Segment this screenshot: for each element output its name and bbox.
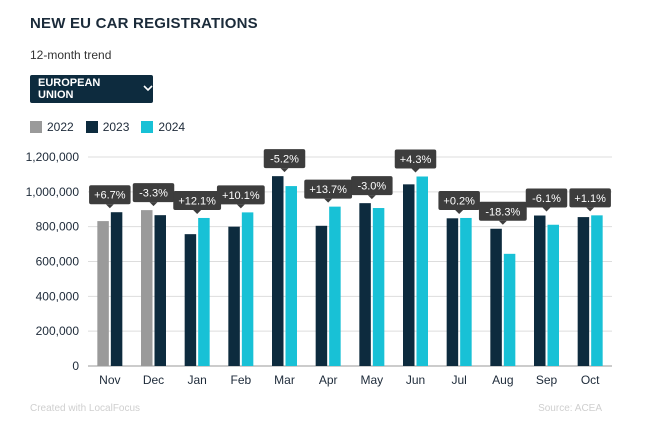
y-tick-label: 1,000,000 (26, 185, 80, 199)
footer-credit: Created with LocalFocus (30, 403, 141, 414)
x-tick-label: Nov (99, 373, 120, 387)
change-label-box (394, 149, 437, 169)
change-label-pointer (586, 207, 595, 212)
bar-2023-dec (154, 215, 166, 366)
bar-2024-apr (329, 206, 341, 366)
y-tick-label: 600,000 (36, 255, 80, 269)
bar-2024-aug (503, 253, 516, 366)
change-label-box (351, 176, 393, 196)
bar-2023-may (359, 203, 371, 366)
bar-2024-sep (547, 224, 559, 366)
change-label-box (478, 201, 527, 221)
bar-2023-jan (184, 234, 197, 366)
change-label-pointer (411, 168, 420, 173)
legend-label-2022: 2022 (47, 120, 74, 134)
y-tick-label: 200,000 (36, 324, 80, 338)
change-label: +4.3% (400, 154, 432, 166)
change-label-pointer (324, 198, 333, 203)
x-tick-label: Mar (274, 373, 295, 387)
change-label-pointer (280, 168, 289, 173)
change-label-box (173, 190, 222, 210)
bar-2023-mar (272, 176, 284, 366)
change-label-pointer (149, 202, 158, 207)
change-label: -3.3% (139, 188, 168, 200)
change-label: +10.1% (222, 190, 260, 202)
y-tick-label: 800,000 (36, 220, 80, 234)
change-label-box (263, 149, 306, 169)
legend-item-2022[interactable]: 2022 (30, 120, 74, 134)
x-tick-label: Jun (406, 373, 425, 387)
change-label-box (216, 185, 265, 205)
x-tick-label: Oct (581, 373, 600, 387)
change-label-box (89, 185, 131, 205)
region-dropdown[interactable]: EUROPEAN UNION (30, 75, 153, 103)
legend-label-2023: 2023 (102, 120, 130, 134)
change-label: +0.2% (443, 195, 475, 207)
legend-item-2024[interactable]: 2024 (141, 120, 185, 134)
region-dropdown-label: EUROPEAN UNION (38, 77, 101, 101)
legend-label-2024: 2024 (158, 120, 186, 134)
bar-2024-jun (416, 176, 428, 366)
footer-source: Source: ACEA (538, 403, 602, 414)
change-label-pointer (367, 195, 376, 200)
change-label: +1.1% (574, 193, 606, 205)
change-label-box (569, 188, 611, 208)
chart-title: NEW EU CAR REGISTRATIONS (30, 15, 258, 32)
x-tick-label: May (360, 373, 383, 387)
bar-2024-oct (591, 215, 603, 366)
change-label-box (525, 188, 568, 208)
x-tick-label: Jan (187, 373, 206, 387)
y-tick-label: 1,200,000 (26, 150, 80, 164)
x-tick-label: Dec (143, 373, 164, 387)
chevron-down-icon (143, 83, 153, 95)
change-label-pointer (105, 204, 114, 209)
change-label: -18.3% (485, 206, 520, 218)
x-tick-label: Feb (230, 373, 251, 387)
change-label: -5.2% (270, 154, 299, 166)
bar-2024-jul (460, 217, 472, 366)
legend-swatch-2023 (85, 121, 98, 133)
change-label-box (304, 179, 353, 199)
legend: 2022 2023 2024 (30, 120, 197, 134)
bar-2024-feb (241, 212, 254, 366)
change-label-pointer (542, 207, 551, 212)
change-label: -6.1% (532, 193, 561, 205)
bar-2022-dec (141, 210, 153, 366)
x-tick-label: Aug (492, 373, 513, 387)
bar-2024-jan (198, 217, 210, 366)
chart-subtitle: 12-month trend (30, 48, 112, 62)
bar-2023-apr (315, 225, 328, 366)
bar-2023-jul (446, 218, 459, 366)
bar-2024-may (372, 208, 385, 366)
change-label-box (438, 190, 480, 210)
change-label: +6.7% (94, 190, 126, 202)
change-label-box (132, 183, 175, 203)
bar-2024-mar (285, 186, 297, 366)
legend-swatch-2024 (141, 121, 154, 133)
change-label: -3.0% (357, 181, 386, 193)
legend-swatch-2022 (30, 121, 42, 133)
bar-2023-aug (490, 228, 502, 366)
change-label-pointer (498, 220, 507, 225)
bar-2023-jun (403, 184, 415, 366)
legend-item-2023[interactable]: 2023 (85, 120, 130, 134)
bar-2023-sep (534, 215, 546, 366)
x-tick-label: Sep (536, 373, 558, 387)
change-label: +12.1% (178, 195, 216, 207)
bar-2023-nov (110, 212, 123, 366)
bar-2023-oct (577, 217, 590, 366)
x-tick-label: Apr (319, 373, 338, 387)
change-label: +13.7% (309, 184, 347, 196)
y-tick-label: 400,000 (36, 289, 80, 303)
change-label-pointer (455, 209, 464, 214)
y-tick-label: 0 (72, 359, 79, 373)
change-label-pointer (193, 209, 202, 214)
change-label-pointer (236, 204, 245, 209)
bar-2023-feb (228, 226, 240, 366)
x-tick-label: Jul (451, 373, 466, 387)
bar-2022-nov (97, 221, 109, 366)
